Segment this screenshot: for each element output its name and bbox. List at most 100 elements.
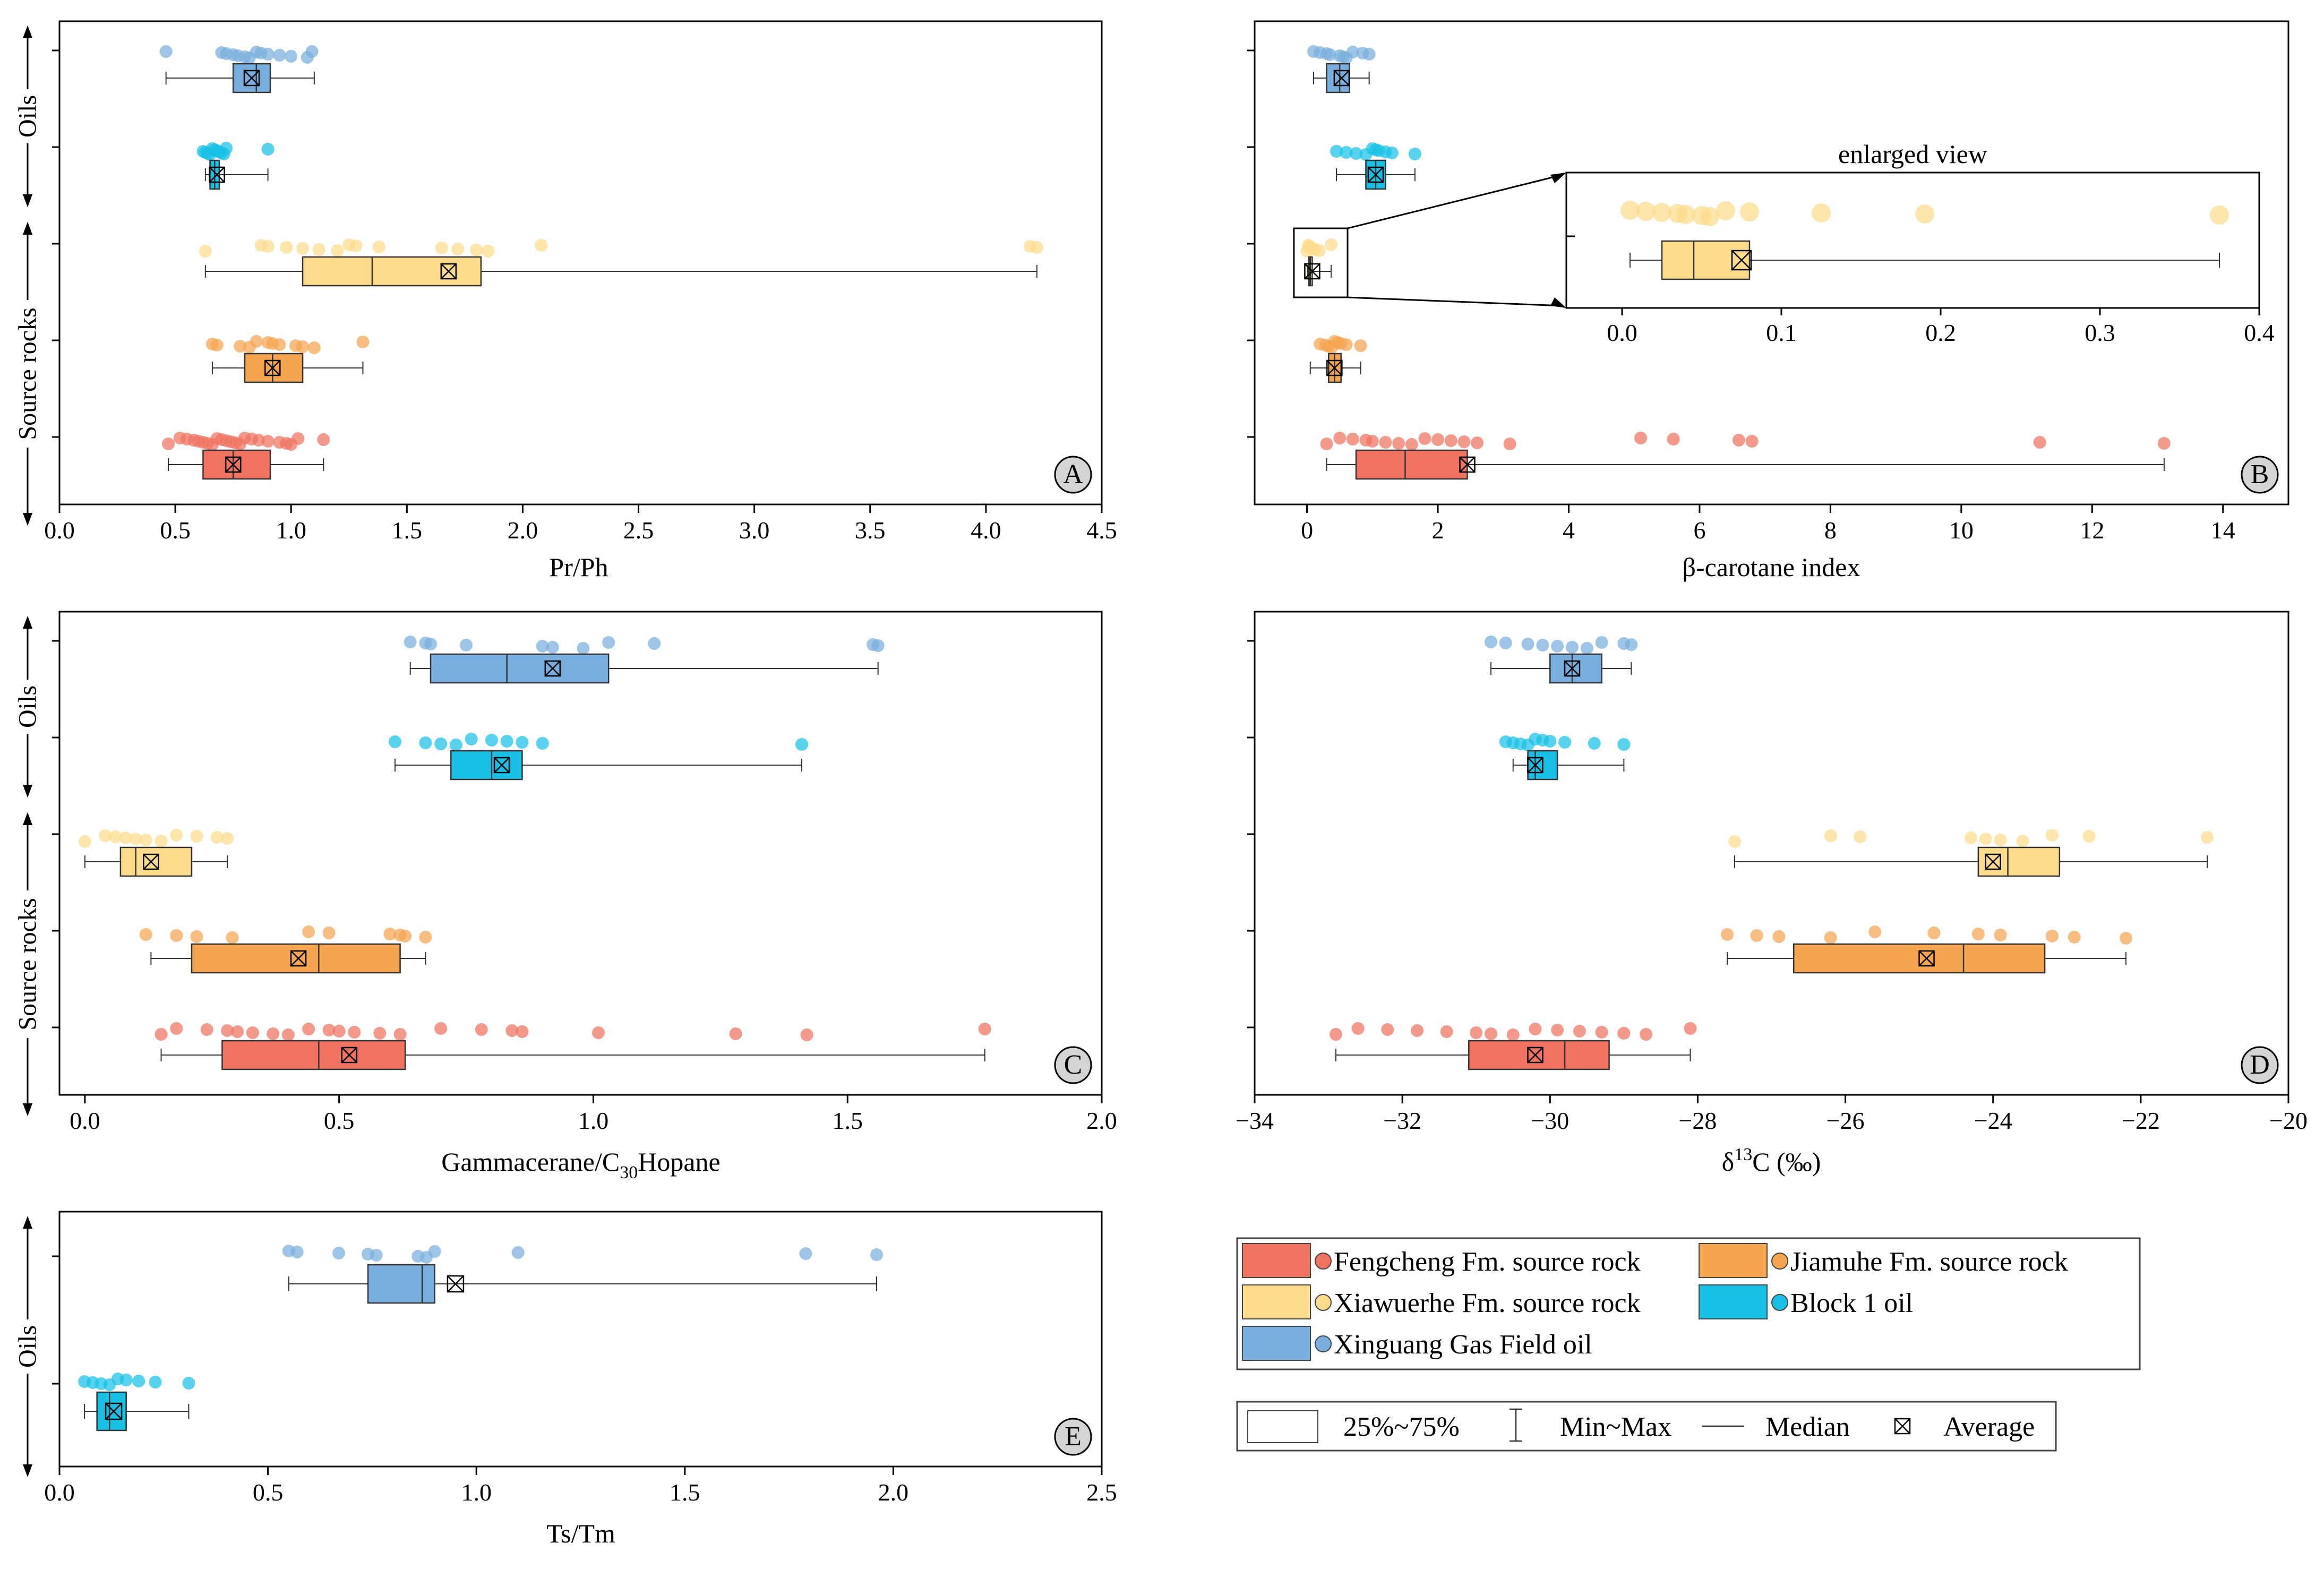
panel-C-point-fengcheng-19	[729, 1027, 742, 1040]
panel-letter-D: D	[2250, 1050, 2270, 1080]
panel-D-point-xiawuerhe-6	[2016, 835, 2029, 847]
x-tick-label-A-9: 4.5	[1086, 517, 1117, 544]
panel-B-mean-block1-cross-b	[1368, 167, 1384, 183]
panel-C-point-fengcheng-0	[155, 1028, 168, 1041]
panel-E-point-xinguang-4	[370, 1249, 383, 1262]
panel-A-mean-jiamuhe-cross-b	[264, 360, 281, 376]
legend-marker-fengcheng	[1315, 1253, 1332, 1270]
panel-A-point-jiamuhe-2	[234, 340, 247, 353]
panel-C-point-block1-6	[500, 735, 513, 748]
panel-B-point-fengcheng-17	[1745, 435, 1759, 448]
x-axis-title-A: Pr/Ph	[549, 552, 608, 582]
panel-A-point-fengcheng-17	[261, 435, 275, 448]
legend-label-xinguang: Xinguang Gas Field oil	[1334, 1330, 1592, 1360]
panel-C-point-fengcheng-11	[348, 1026, 361, 1039]
panel-C-point-fengcheng-17	[516, 1025, 529, 1038]
side-label-B-oils: Oils	[14, 95, 42, 138]
panel-C-point-fengcheng-16	[505, 1024, 519, 1037]
legend-label-xiawuerhe: Xiawuerhe Fm. source rock	[1334, 1288, 1641, 1318]
panel-C-mean-xiawuerhe-cross-b	[143, 854, 159, 870]
panel-C-point-jiamuhe-1	[170, 929, 183, 942]
panel-C-point-fengcheng-21	[978, 1023, 991, 1035]
inset-title: enlarged view	[1838, 139, 1987, 169]
panel-D-point-xiawuerhe-2	[1854, 830, 1867, 843]
panel-badge-B	[2241, 456, 2279, 494]
panel-C-box-fengcheng	[221, 1040, 406, 1070]
panel-A: 0.0 0.5 1.0 1.5 2.0 2.5 3.0 3.5 4.0 4.5 Pr/Ph Oils S…	[14, 20, 1117, 582]
x-tick-label-A-8: 4.0	[971, 517, 1001, 544]
panel-D-mean-jiamuhe-square	[1918, 950, 1935, 967]
panel-C-point-fengcheng-7	[281, 1028, 295, 1041]
inset-x-tick-label-2: 0.2	[1925, 319, 1956, 346]
stats-box-label: 25%~75%	[1343, 1412, 1460, 1442]
inset-mean-xiawuerhe-square	[1731, 250, 1752, 271]
panel-D-point-xiawuerhe-5	[1994, 834, 2007, 846]
side-arrow-B-src-down-head	[23, 513, 32, 526]
panel-D-box-xinguang	[1549, 653, 1602, 684]
panel-D-point-fengcheng-5	[1470, 1026, 1483, 1039]
x-tick-label-D-4: −26	[1826, 1107, 1865, 1134]
panel-E-mean-block1-square	[105, 1402, 123, 1420]
panel-C-mean-fengcheng-cross-b	[341, 1047, 357, 1063]
panel-B-mean-xinguang-square	[1333, 70, 1350, 87]
panel-B-point-block1-2	[1350, 147, 1363, 160]
panel-A-mean-xinguang-square	[243, 70, 260, 87]
panel-A-point-xiawuerhe-2	[261, 240, 275, 253]
x-tick-label-E-3: 1.5	[670, 1479, 700, 1506]
panel-C-point-xiawuerhe-1	[99, 829, 112, 842]
side-label-background	[17, 300, 38, 448]
panel-C-point-xiawuerhe-5	[139, 834, 152, 846]
panel-C-point-xinguang-10	[871, 639, 885, 652]
panel-A-point-jiamuhe-1	[210, 339, 224, 351]
panel-B-point-fengcheng-13	[1503, 438, 1516, 450]
panel-D-mean-block1-square	[1527, 757, 1543, 774]
legend-swatch-xinguang	[1242, 1326, 1311, 1361]
panel-B-mean-jiamuhe-square	[1326, 359, 1343, 376]
x-tick-label-B-1: 2	[1432, 517, 1444, 544]
panel-C-point-block1-8	[536, 737, 549, 750]
x-tick-label-B-0: 0	[1301, 517, 1313, 544]
x-tick-label-A-5: 2.5	[623, 517, 654, 544]
x-tick-label-E-1: 0.5	[253, 1479, 284, 1506]
panel-D-point-jiamuhe-10	[2120, 932, 2133, 945]
plot-frame-D	[1254, 611, 2289, 1096]
panel-D-mean-xiawuerhe-cross-b	[1985, 854, 2001, 870]
panel-D-point-jiamuhe-0	[1721, 928, 1734, 941]
panel-D-point-fengcheng-10	[1573, 1025, 1586, 1038]
panel-D-point-xinguang-9	[1625, 638, 1638, 651]
panel-D-point-jiamuhe-9	[2068, 931, 2081, 944]
panel-E-box-xinguang	[367, 1264, 435, 1304]
panel-C-point-fengcheng-14	[434, 1022, 448, 1035]
stats-box-swatch	[1247, 1410, 1318, 1443]
side-label-background	[17, 89, 38, 143]
panel-C-mean-block1-square	[493, 757, 510, 774]
panel-E-point-xinguang-10	[870, 1248, 883, 1261]
panel-E-mean-block1-cross-b	[105, 1403, 122, 1420]
panel-C-point-xinguang-8	[648, 637, 661, 650]
panel-D-point-xiawuerhe-4	[1979, 833, 1992, 845]
panel-C-point-xinguang-7	[602, 636, 615, 649]
side-arrow-D-src-down-head	[23, 1103, 32, 1116]
x-axis-title-D: δ13C (‰)	[1722, 1145, 1821, 1177]
panel-D-point-block1-6	[1543, 735, 1557, 748]
panel-A-mean-fengcheng-square	[225, 456, 242, 473]
panel-C-box-block1	[450, 750, 523, 781]
panel-A-point-fengcheng-22	[317, 433, 330, 446]
panel-A-point-xiawuerhe-8	[349, 239, 363, 252]
panel-C-box-xinguang	[430, 653, 610, 684]
panel-A-point-xiawuerhe-3	[280, 241, 293, 254]
panel-B-point-fengcheng-4	[1366, 435, 1379, 448]
x-tick-label-E-2: 1.0	[461, 1479, 492, 1506]
zoom-connector-top-head	[1550, 173, 1566, 183]
panel-D-mean-xiawuerhe-square	[1985, 853, 2001, 870]
panel-D-point-jiamuhe-2	[1772, 930, 1786, 943]
x-axis-title-part-b: 30	[620, 1163, 638, 1182]
panel-D-point-jiamuhe-8	[2045, 930, 2059, 942]
panel-E: 0.0 0.5 1.0 1.5 2.0 2.5 Ts/Tm Oils E	[14, 1211, 1117, 1548]
x-tick-label-B-3: 6	[1693, 517, 1705, 544]
panel-B-point-block1-0	[1330, 145, 1343, 158]
panel-C-point-fengcheng-18	[592, 1026, 605, 1039]
inset-x-tick-label-0: 0.0	[1607, 319, 1637, 346]
panel-D-point-fengcheng-7	[1506, 1028, 1520, 1041]
panel-A-point-xiawuerhe-9	[372, 241, 385, 253]
